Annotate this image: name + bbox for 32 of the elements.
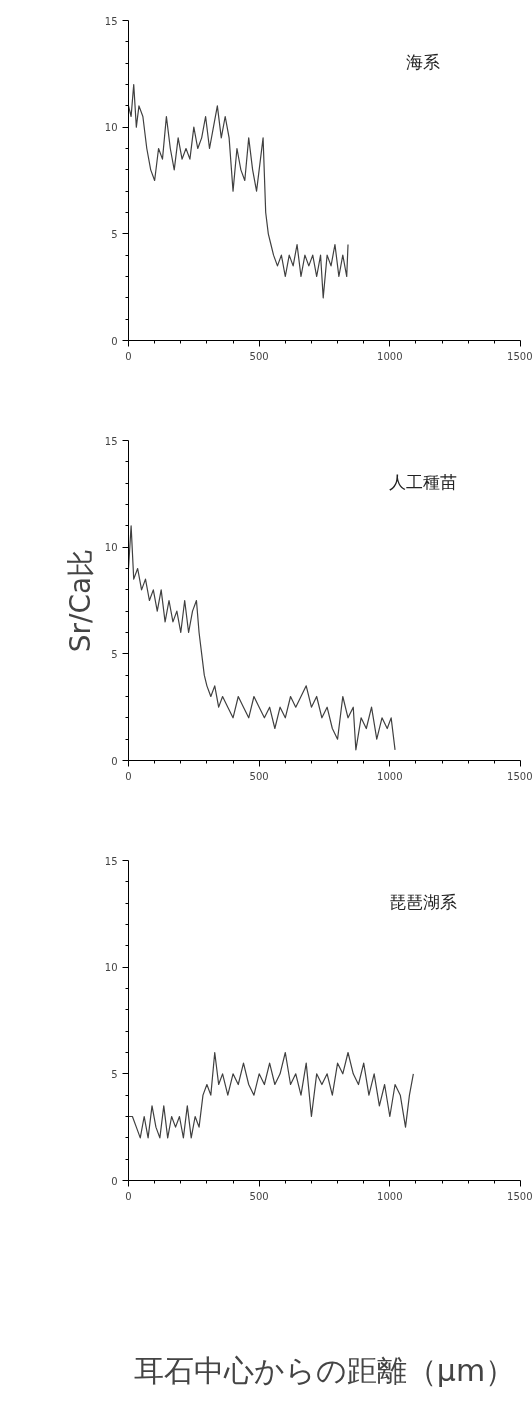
y-axis-title: Sr/Ca比 [63,548,97,653]
y-tick-label: 10 [104,542,118,554]
x-tick-label: 500 [249,1190,269,1202]
x-axis-title: 耳石中心からの距離（μm） [133,1352,516,1388]
y-tick-label: 5 [111,228,118,240]
x-tick-label: 0 [125,1190,132,1202]
x-tick-label: 1000 [377,770,403,782]
x-tick-label: 1500 [507,1190,532,1202]
x-tick-label: 1000 [377,350,403,362]
x-tick-label: 0 [125,350,132,362]
y-tick-label: 0 [111,335,118,347]
y-tick-label: 10 [104,962,118,974]
y-tick-label: 10 [104,122,118,134]
text: 海系 [405,52,440,73]
x-tick-label: 0 [125,770,132,782]
y-tick-label: 5 [111,1068,118,1080]
text: 琵琶湖系 [388,892,457,913]
x-tick-label: 500 [249,770,269,782]
line-series [128,1051,414,1139]
y-tick-label: 5 [111,648,118,660]
line-series [128,83,349,299]
y-tick-label: 15 [104,855,118,867]
y-tick-label: 15 [104,435,118,447]
y-tick-label: 0 [111,755,118,767]
text: 人工種苗 [388,472,457,493]
x-tick-label: 500 [249,350,269,362]
line-series [128,525,396,751]
x-tick-label: 1500 [507,770,532,782]
x-tick-label: 1500 [507,350,532,362]
x-tick-label: 1000 [377,1190,403,1202]
y-tick-label: 0 [111,1175,118,1187]
y-tick-label: 15 [104,15,118,27]
